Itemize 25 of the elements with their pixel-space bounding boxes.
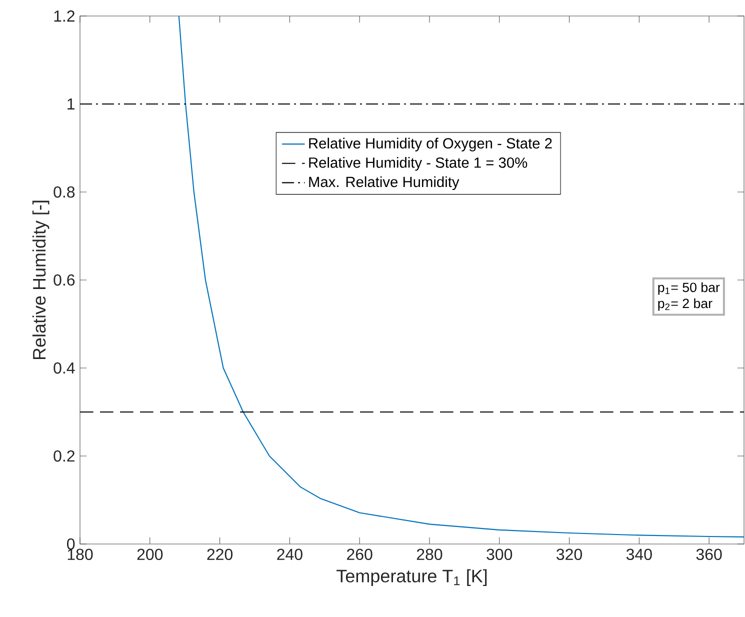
line-series (178, 16, 744, 538)
legend-label: Relative Humidity of Oxygen - State 2 (309, 138, 552, 152)
x-tick-label: 300 (486, 548, 512, 560)
x-tick-label: 320 (556, 548, 582, 560)
x-tick-label: 340 (626, 548, 652, 560)
x-axis-title: Temperature T$_{1}$ [K] (336, 569, 487, 586)
y-tick-label: 1 (68, 98, 75, 110)
y-tick-label: 0 (67, 538, 75, 550)
y-tick-label: 0.8 (54, 186, 75, 198)
x-tick-label: 180 (68, 548, 93, 560)
y-axis-title: Relative Humidity [-] (32, 200, 50, 360)
x-tick-label: 360 (696, 548, 722, 560)
annotation: p$_{2}$= 2 bar (658, 298, 712, 311)
legend-label: Max. Relative Humidity (309, 176, 460, 190)
annotation: p$_{1}$= 50 bar (658, 282, 720, 295)
y-tick-label: 0.6 (54, 274, 75, 286)
x-tick-label: 240 (277, 548, 302, 560)
y-tick-label: 0.4 (54, 362, 75, 374)
legend-label: Relative Humidity - State 1 = 30% (309, 157, 528, 171)
x-tick-label: 220 (207, 548, 233, 560)
x-tick-label: 260 (347, 548, 372, 560)
x-tick-label: 200 (137, 548, 163, 560)
y-tick-label: 0.2 (54, 450, 74, 462)
x-tick-label: 280 (416, 548, 442, 560)
y-tick-label: 1.2 (54, 10, 74, 22)
